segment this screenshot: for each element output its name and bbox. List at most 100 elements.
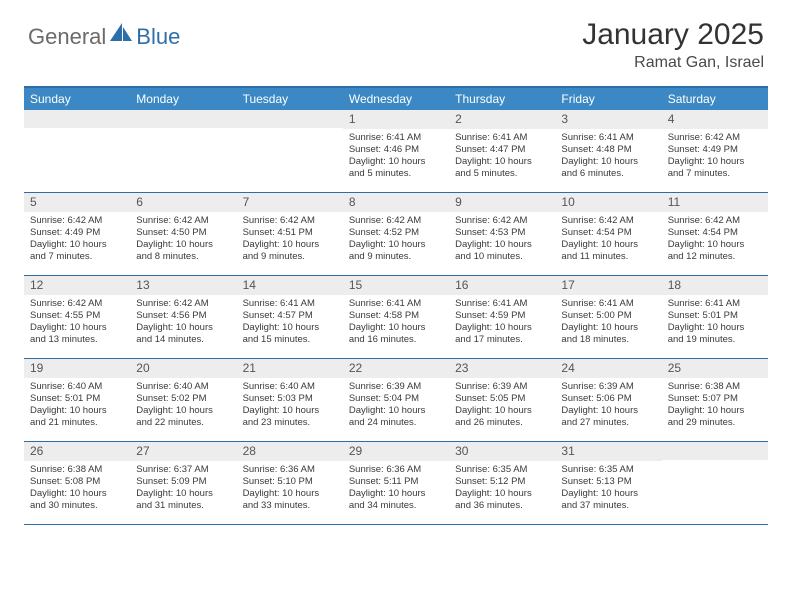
sunset-text: Sunset: 5:13 PM: [561, 476, 655, 488]
sunset-text: Sunset: 5:04 PM: [349, 393, 443, 405]
day-number: 9: [449, 193, 555, 212]
day-body: Sunrise: 6:41 AMSunset: 5:01 PMDaylight:…: [662, 295, 768, 351]
day-cell: 28Sunrise: 6:36 AMSunset: 5:10 PMDayligh…: [237, 442, 343, 524]
header: General Blue January 2025 Ramat Gan, Isr…: [0, 0, 792, 80]
day-number: [130, 110, 236, 128]
sunrise-text: Sunrise: 6:42 AM: [561, 215, 655, 227]
day-number: 12: [24, 276, 130, 295]
day-number: 13: [130, 276, 236, 295]
day-body: Sunrise: 6:42 AMSunset: 4:51 PMDaylight:…: [237, 212, 343, 268]
day-body: Sunrise: 6:41 AMSunset: 4:48 PMDaylight:…: [555, 129, 661, 185]
daylight-text: Daylight: 10 hours and 18 minutes.: [561, 322, 655, 346]
day-number: 26: [24, 442, 130, 461]
day-number: 29: [343, 442, 449, 461]
daylight-text: Daylight: 10 hours and 14 minutes.: [136, 322, 230, 346]
sunset-text: Sunset: 5:03 PM: [243, 393, 337, 405]
sunset-text: Sunset: 4:49 PM: [668, 144, 762, 156]
week-row: 12Sunrise: 6:42 AMSunset: 4:55 PMDayligh…: [24, 276, 768, 359]
day-body: Sunrise: 6:42 AMSunset: 4:49 PMDaylight:…: [662, 129, 768, 185]
sunset-text: Sunset: 4:48 PM: [561, 144, 655, 156]
day-number: [24, 110, 130, 128]
sunset-text: Sunset: 5:05 PM: [455, 393, 549, 405]
day-body: Sunrise: 6:41 AMSunset: 4:59 PMDaylight:…: [449, 295, 555, 351]
sunrise-text: Sunrise: 6:41 AM: [349, 132, 443, 144]
day-cell: 7Sunrise: 6:42 AMSunset: 4:51 PMDaylight…: [237, 193, 343, 275]
day-cell: 29Sunrise: 6:36 AMSunset: 5:11 PMDayligh…: [343, 442, 449, 524]
day-cell: 9Sunrise: 6:42 AMSunset: 4:53 PMDaylight…: [449, 193, 555, 275]
brand-word-1: General: [28, 24, 106, 50]
daylight-text: Daylight: 10 hours and 22 minutes.: [136, 405, 230, 429]
day-cell: [662, 442, 768, 524]
day-number: 10: [555, 193, 661, 212]
day-number: 30: [449, 442, 555, 461]
day-body: Sunrise: 6:42 AMSunset: 4:53 PMDaylight:…: [449, 212, 555, 268]
sunset-text: Sunset: 4:54 PM: [561, 227, 655, 239]
day-number: 19: [24, 359, 130, 378]
daylight-text: Daylight: 10 hours and 15 minutes.: [243, 322, 337, 346]
day-number: 4: [662, 110, 768, 129]
day-cell: 19Sunrise: 6:40 AMSunset: 5:01 PMDayligh…: [24, 359, 130, 441]
sunset-text: Sunset: 5:10 PM: [243, 476, 337, 488]
day-cell: 4Sunrise: 6:42 AMSunset: 4:49 PMDaylight…: [662, 110, 768, 192]
weekday-header: Sunday: [24, 88, 130, 110]
day-body: Sunrise: 6:41 AMSunset: 5:00 PMDaylight:…: [555, 295, 661, 351]
day-number: 6: [130, 193, 236, 212]
day-cell: 1Sunrise: 6:41 AMSunset: 4:46 PMDaylight…: [343, 110, 449, 192]
daylight-text: Daylight: 10 hours and 19 minutes.: [668, 322, 762, 346]
daylight-text: Daylight: 10 hours and 30 minutes.: [30, 488, 124, 512]
day-number: 7: [237, 193, 343, 212]
sunset-text: Sunset: 4:50 PM: [136, 227, 230, 239]
day-cell: 11Sunrise: 6:42 AMSunset: 4:54 PMDayligh…: [662, 193, 768, 275]
brand-word-2: Blue: [136, 24, 180, 50]
daylight-text: Daylight: 10 hours and 27 minutes.: [561, 405, 655, 429]
day-cell: 21 Sunrise: 6:40 AMSunset: 5:03 PMDayligh…: [237, 359, 343, 441]
weekday-header: Monday: [130, 88, 236, 110]
sunrise-text: Sunrise: 6:42 AM: [668, 132, 762, 144]
daylight-text: Daylight: 10 hours and 12 minutes.: [668, 239, 762, 263]
sunset-text: Sunset: 4:49 PM: [30, 227, 124, 239]
day-body: Sunrise: 6:42 AMSunset: 4:50 PMDaylight:…: [130, 212, 236, 268]
day-cell: [130, 110, 236, 192]
sunrise-text: Sunrise: 6:35 AM: [561, 464, 655, 476]
daylight-text: Daylight: 10 hours and 31 minutes.: [136, 488, 230, 512]
sunset-text: Sunset: 4:46 PM: [349, 144, 443, 156]
day-number: 23: [449, 359, 555, 378]
weekday-header: Friday: [555, 88, 661, 110]
daylight-text: Daylight: 10 hours and 23 minutes.: [243, 405, 337, 429]
day-body: Sunrise: 6:39 AMSunset: 5:05 PMDaylight:…: [449, 378, 555, 434]
sunset-text: Sunset: 4:53 PM: [455, 227, 549, 239]
day-body: Sunrise: 6:38 AMSunset: 5:08 PMDaylight:…: [24, 461, 130, 517]
sunrise-text: Sunrise: 6:42 AM: [30, 298, 124, 310]
day-cell: 20Sunrise: 6:40 AMSunset: 5:02 PMDayligh…: [130, 359, 236, 441]
sunrise-text: Sunrise: 6:40 AM: [136, 381, 230, 393]
day-cell: 6Sunrise: 6:42 AMSunset: 4:50 PMDaylight…: [130, 193, 236, 275]
location: Ramat Gan, Israel: [582, 54, 764, 72]
sunrise-text: Sunrise: 6:42 AM: [455, 215, 549, 227]
day-number: 21: [237, 359, 343, 378]
sunrise-text: Sunrise: 6:40 AM: [243, 381, 337, 393]
daylight-text: Daylight: 10 hours and 9 minutes.: [349, 239, 443, 263]
daylight-text: Daylight: 10 hours and 29 minutes.: [668, 405, 762, 429]
sunrise-text: Sunrise: 6:41 AM: [455, 298, 549, 310]
day-body: Sunrise: 6:36 AMSunset: 5:11 PMDaylight:…: [343, 461, 449, 517]
sunset-text: Sunset: 5:08 PM: [30, 476, 124, 488]
day-cell: 16Sunrise: 6:41 AMSunset: 4:59 PMDayligh…: [449, 276, 555, 358]
day-number: [237, 110, 343, 128]
daylight-text: Daylight: 10 hours and 5 minutes.: [455, 156, 549, 180]
day-number: 20: [130, 359, 236, 378]
sunset-text: Sunset: 5:01 PM: [30, 393, 124, 405]
daylight-text: Daylight: 10 hours and 24 minutes.: [349, 405, 443, 429]
daylight-text: Daylight: 10 hours and 16 minutes.: [349, 322, 443, 346]
daylight-text: Daylight: 10 hours and 5 minutes.: [349, 156, 443, 180]
sunset-text: Sunset: 4:59 PM: [455, 310, 549, 322]
daylight-text: Daylight: 10 hours and 36 minutes.: [455, 488, 549, 512]
day-number: 25: [662, 359, 768, 378]
weekday-header: Wednesday: [343, 88, 449, 110]
sunset-text: Sunset: 5:11 PM: [349, 476, 443, 488]
sunset-text: Sunset: 4:52 PM: [349, 227, 443, 239]
day-cell: [237, 110, 343, 192]
sunset-text: Sunset: 4:54 PM: [668, 227, 762, 239]
sunset-text: Sunset: 4:58 PM: [349, 310, 443, 322]
day-cell: 13Sunrise: 6:42 AMSunset: 4:56 PMDayligh…: [130, 276, 236, 358]
sunrise-text: Sunrise: 6:36 AM: [243, 464, 337, 476]
